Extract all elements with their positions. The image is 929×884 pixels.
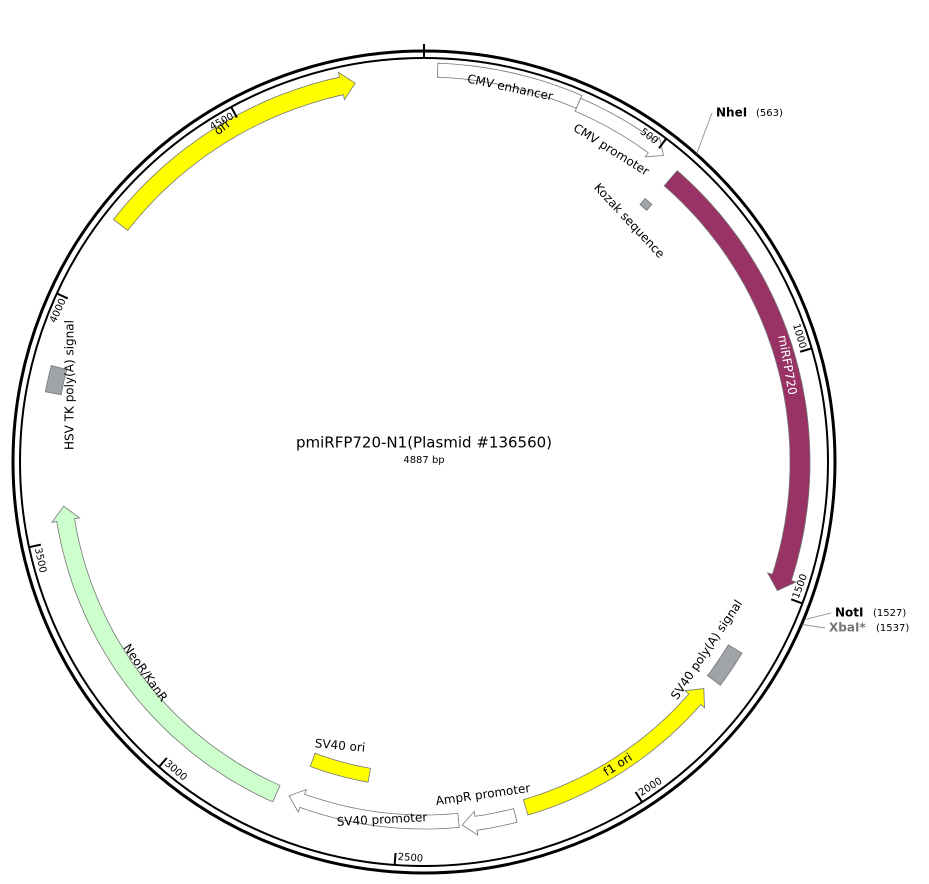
plasmid-length: 4887 bp [403,455,444,466]
tick-label: 2500 [397,852,423,865]
tick-label: 1500 [791,573,810,601]
feature [44,365,68,396]
feature [50,505,281,803]
site-line [804,612,832,621]
tick-mark [56,292,69,300]
feature [574,97,664,158]
tick-mark [799,347,812,353]
feature-label: SV40 ori [314,736,366,754]
tick-mark [393,852,397,866]
tick-mark [634,791,643,803]
tick-mark [28,543,42,549]
site-name: XbaI* [829,621,866,635]
feature [639,197,653,211]
site-position: (1527) [873,608,906,619]
feature-label: Kozak sequence [591,180,667,260]
feature [309,752,371,783]
site-line [696,112,713,154]
site-name: NheI [716,106,747,120]
tick-mark [230,106,238,119]
site-position: (563) [756,108,783,119]
feature [663,170,811,592]
tick-label: 3500 [32,547,48,574]
plasmid-name: pmiRFP720-N1(Plasmid #136560) [296,434,552,452]
tick-mark [790,598,803,605]
tick-mark [658,138,667,149]
site-name: NotI [835,606,864,620]
site-line [802,623,826,629]
feature-label: SV40 promoter [336,810,427,829]
feature-label: AmpR promoter [435,781,531,808]
feature [112,71,356,232]
site-position: (1537) [876,623,909,634]
feature [706,644,743,686]
feature [522,688,705,816]
feature-label: HSV TK poly(A) signal [63,320,77,450]
tick-mark [158,757,168,768]
feature [461,808,518,836]
feature [288,788,460,830]
